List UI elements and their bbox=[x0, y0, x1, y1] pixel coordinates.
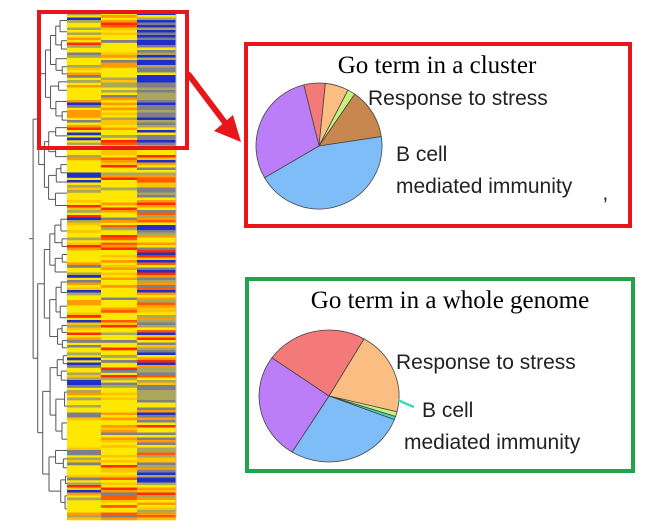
genome-pie-chart bbox=[258, 329, 400, 463]
pie-genome-slice-0 bbox=[328, 338, 400, 413]
pie-genome-slice-3 bbox=[291, 395, 395, 463]
genome-panel-title: Go term in a whole genome bbox=[311, 287, 589, 314]
genome-stress-label: Response to stress bbox=[396, 351, 576, 374]
cluster-highlight-box bbox=[37, 10, 189, 150]
pie-cluster-slice-4 bbox=[264, 136, 383, 210]
genome-bcell-label-line2: mediated immunity bbox=[404, 431, 581, 454]
cluster-stress-label: Response to stress bbox=[368, 87, 548, 110]
genome-bcell-leader-line bbox=[397, 398, 415, 409]
cluster-bcell-label-line2: mediated immunity bbox=[396, 175, 573, 198]
expression-heatmap bbox=[67, 10, 176, 521]
genome-go-panel: Go term in a whole genome Response to st… bbox=[245, 277, 635, 473]
pie-genome-slice-5 bbox=[271, 329, 365, 397]
pie-cluster-slice-5 bbox=[255, 84, 320, 179]
dendrogram bbox=[29, 20, 70, 510]
cluster-tick-mark: ’ bbox=[603, 194, 608, 217]
genome-bcell-label-line1: B cell bbox=[422, 399, 473, 422]
cluster-panel-title: Go term in a cluster bbox=[338, 52, 537, 79]
cluster-pie-chart bbox=[255, 82, 383, 210]
cluster-arrow bbox=[186, 72, 241, 142]
cluster-go-panel: Go term in a cluster Response to stress … bbox=[244, 42, 632, 228]
cluster-bcell-label-line1: B cell bbox=[396, 143, 447, 166]
pie-genome-slice-4 bbox=[258, 357, 330, 453]
